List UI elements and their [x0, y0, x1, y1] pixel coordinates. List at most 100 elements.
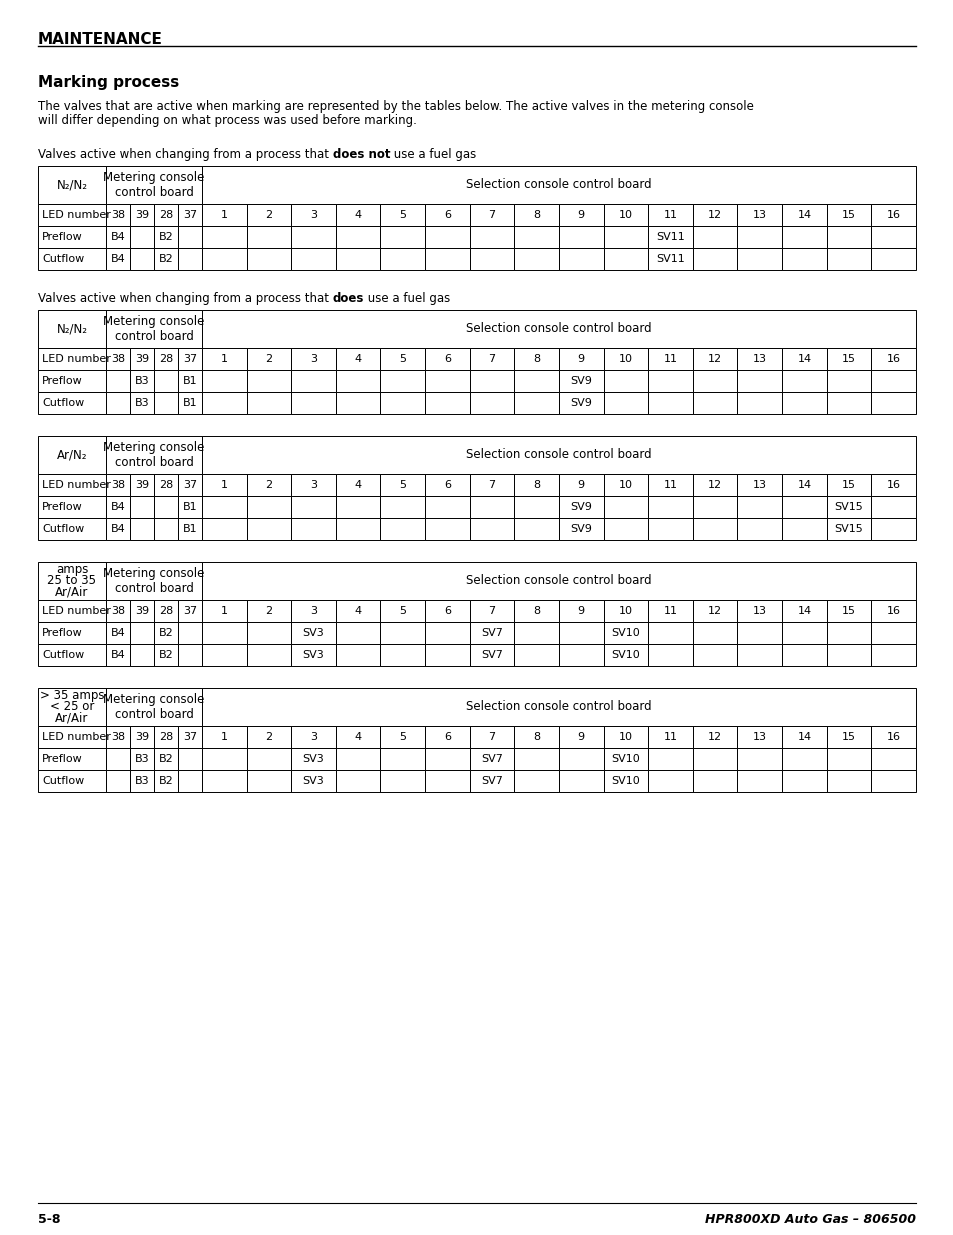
Text: 4: 4 — [355, 354, 361, 364]
Bar — [335, 769, 380, 792]
Text: The valves that are active when marking are represented by the tables below. The: The valves that are active when marking … — [38, 100, 753, 112]
Text: Ar/Air: Ar/Air — [55, 585, 89, 599]
Bar — [380, 600, 425, 622]
Bar — [514, 726, 558, 748]
Text: Cutflow: Cutflow — [42, 398, 84, 408]
Text: Ar/Air: Ar/Air — [55, 711, 89, 725]
Text: Metering console: Metering console — [103, 172, 205, 184]
Bar — [692, 769, 737, 792]
Text: 15: 15 — [841, 480, 855, 490]
Bar — [380, 248, 425, 270]
Bar — [106, 562, 202, 600]
Bar — [380, 496, 425, 517]
Bar — [514, 769, 558, 792]
Bar — [603, 496, 648, 517]
Text: LED number: LED number — [42, 480, 111, 490]
Bar — [291, 391, 335, 414]
Bar — [870, 496, 915, 517]
Bar — [178, 391, 202, 414]
Bar — [870, 474, 915, 496]
Bar — [603, 370, 648, 391]
Bar — [514, 370, 558, 391]
Bar — [737, 643, 781, 666]
Text: Selection console control board: Selection console control board — [466, 574, 651, 588]
Text: 37: 37 — [183, 732, 197, 742]
Text: 5: 5 — [399, 480, 406, 490]
Bar — [692, 726, 737, 748]
Bar — [425, 226, 469, 248]
Bar — [130, 748, 153, 769]
Bar — [291, 643, 335, 666]
Bar — [648, 748, 692, 769]
Bar — [130, 600, 153, 622]
Bar — [558, 348, 603, 370]
Bar — [425, 391, 469, 414]
Text: 37: 37 — [183, 480, 197, 490]
Bar — [38, 688, 106, 726]
Bar — [335, 226, 380, 248]
Text: 14: 14 — [797, 732, 811, 742]
Text: SV7: SV7 — [480, 776, 502, 785]
Bar — [826, 622, 870, 643]
Bar — [130, 204, 153, 226]
Bar — [130, 226, 153, 248]
Bar — [335, 622, 380, 643]
Bar — [826, 643, 870, 666]
Text: 9: 9 — [578, 480, 584, 490]
Text: 6: 6 — [443, 606, 451, 616]
Text: 2: 2 — [265, 732, 273, 742]
Text: 28: 28 — [159, 354, 172, 364]
Bar — [781, 726, 826, 748]
Bar — [603, 622, 648, 643]
Bar — [38, 748, 106, 769]
Bar — [781, 769, 826, 792]
Text: 13: 13 — [752, 354, 766, 364]
Bar — [38, 474, 106, 496]
Bar — [202, 436, 915, 474]
Text: SV10: SV10 — [611, 629, 639, 638]
Text: 16: 16 — [885, 354, 900, 364]
Text: Metering console: Metering console — [103, 441, 205, 454]
Bar — [291, 726, 335, 748]
Bar — [202, 769, 247, 792]
Bar — [781, 474, 826, 496]
Bar — [781, 748, 826, 769]
Bar — [106, 310, 202, 348]
Bar — [130, 622, 153, 643]
Bar — [870, 622, 915, 643]
Bar — [514, 226, 558, 248]
Text: Cutflow: Cutflow — [42, 776, 84, 785]
Bar — [247, 391, 291, 414]
Text: 10: 10 — [618, 480, 632, 490]
Bar — [380, 622, 425, 643]
Bar — [781, 248, 826, 270]
Text: 38: 38 — [111, 480, 125, 490]
Text: SV3: SV3 — [302, 650, 324, 659]
Bar — [514, 622, 558, 643]
Bar — [380, 204, 425, 226]
Text: 3: 3 — [310, 606, 316, 616]
Bar — [335, 748, 380, 769]
Bar — [38, 248, 106, 270]
Bar — [781, 517, 826, 540]
Text: SV10: SV10 — [611, 776, 639, 785]
Bar — [335, 348, 380, 370]
Text: 37: 37 — [183, 210, 197, 220]
Bar — [202, 726, 247, 748]
Bar — [737, 769, 781, 792]
Bar — [335, 204, 380, 226]
Text: 28: 28 — [159, 732, 172, 742]
Text: 38: 38 — [111, 354, 125, 364]
Text: Marking process: Marking process — [38, 75, 179, 90]
Bar — [558, 726, 603, 748]
Bar — [603, 517, 648, 540]
Bar — [870, 748, 915, 769]
Text: SV3: SV3 — [302, 776, 324, 785]
Bar — [106, 622, 130, 643]
Text: 3: 3 — [310, 480, 316, 490]
Bar — [870, 370, 915, 391]
Bar — [38, 370, 106, 391]
Bar — [247, 248, 291, 270]
Bar — [178, 622, 202, 643]
Text: 8: 8 — [533, 606, 539, 616]
